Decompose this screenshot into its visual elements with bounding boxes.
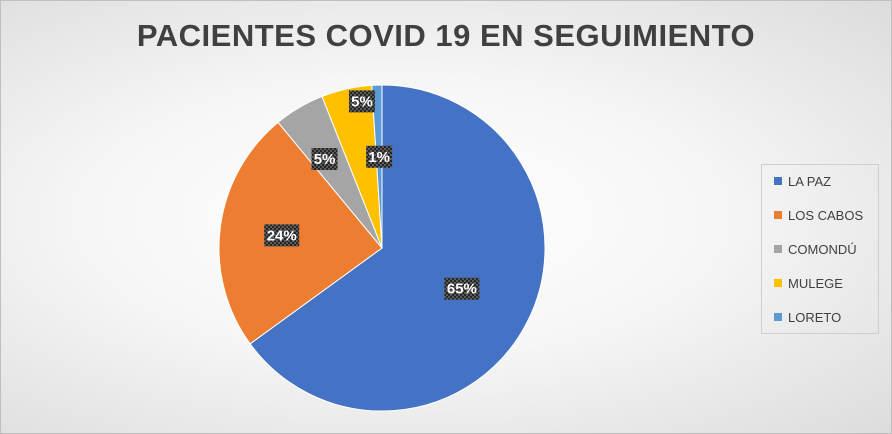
svg-text:5%: 5% xyxy=(314,151,336,168)
svg-text:1%: 1% xyxy=(368,149,390,166)
legend-swatch xyxy=(774,211,782,219)
legend-swatch xyxy=(774,245,782,253)
svg-text:5%: 5% xyxy=(351,93,373,110)
data-label-loreto: 1% xyxy=(366,145,393,168)
data-label-la-paz: 65% xyxy=(444,277,480,300)
legend-item-mulege: MULEGE xyxy=(774,273,843,293)
legend-swatch xyxy=(774,313,782,321)
svg-text:65%: 65% xyxy=(447,281,477,298)
svg-text:24%: 24% xyxy=(267,227,297,244)
legend-label: MULEGE xyxy=(788,275,843,291)
legend-label: COMONDÚ xyxy=(788,241,857,257)
legend-item-la-paz: LA PAZ xyxy=(774,171,831,191)
data-label-comond-: 5% xyxy=(311,148,338,171)
legend-label: LORETO xyxy=(788,309,842,325)
pie-slice-los-cabos xyxy=(218,121,383,345)
legend-label: LA PAZ xyxy=(788,173,832,189)
legend-label: LOS CABOS xyxy=(788,207,864,223)
legend-item-loreto: LORETO xyxy=(774,307,841,327)
chart-legend: LA PAZ LOS CABOS COMONDÚ MULEGE LORETO xyxy=(761,164,879,334)
data-label-los-cabos: 24% xyxy=(264,224,300,247)
legend-swatch xyxy=(774,177,782,185)
legend-swatch xyxy=(774,279,782,287)
pie-slice-la-paz xyxy=(249,84,546,412)
legend-item-comond-: COMONDÚ xyxy=(774,239,857,259)
legend-item-los-cabos: LOS CABOS xyxy=(774,205,863,225)
data-label-mulege: 5% xyxy=(348,90,375,113)
chart-title: PACIENTES COVID 19 EN SEGUIMIENTO xyxy=(136,18,756,53)
